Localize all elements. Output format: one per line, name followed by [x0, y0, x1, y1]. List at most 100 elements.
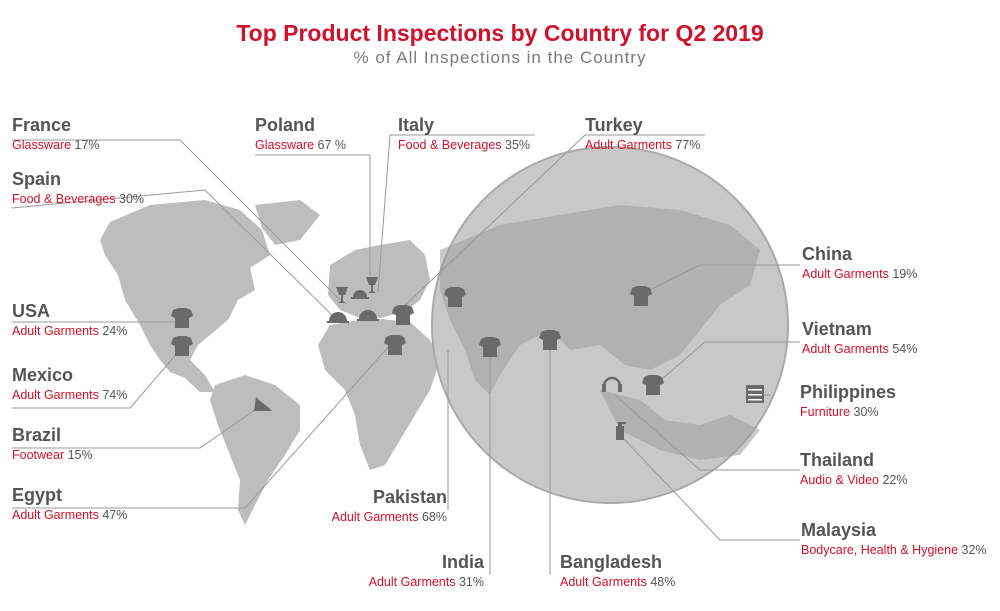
label-france: France Glassware 17% [12, 114, 100, 154]
label-thailand: Thailand Audio & Video 22% [800, 449, 908, 489]
product-category: Furniture [800, 405, 851, 419]
percent-value: 68% [421, 510, 447, 524]
percent-value: 48% [650, 575, 676, 589]
label-india: India Adult Garments 31% [362, 551, 484, 591]
wine-glass-icon [366, 277, 378, 293]
percent-value: 47% [102, 508, 128, 522]
leader-vietnam [654, 341, 800, 386]
percent-value: 17% [74, 138, 100, 152]
country-name: Pakistan [372, 487, 447, 507]
label-poland: Poland Glassware 67 % [255, 114, 346, 154]
greenland-landmass [255, 200, 320, 245]
leader-france [12, 139, 341, 301]
percent-value: 31% [458, 575, 484, 589]
leader-egypt [12, 344, 391, 509]
tshirt-icon [171, 336, 193, 356]
cloche-icon [357, 310, 379, 321]
tshirt-icon [539, 330, 561, 350]
tshirt-icon [171, 308, 193, 328]
percent-value: 15% [67, 448, 93, 462]
leader-lines [11, 134, 800, 575]
tshirt-icon [384, 335, 406, 355]
product-category: Adult Garments [12, 324, 99, 338]
country-name: China [802, 244, 853, 264]
country-name: Poland [255, 115, 316, 135]
leader-thailand [614, 394, 800, 471]
product-category: Footwear [12, 448, 65, 462]
cloche-icon [327, 312, 349, 323]
product-category: Adult Garments [331, 510, 419, 524]
leader-brazil [12, 404, 263, 449]
percent-value: 67 % [317, 138, 347, 152]
wine-glass-icon [336, 287, 348, 303]
product-category: Adult Garments [802, 267, 889, 281]
leader-italy [377, 134, 535, 293]
country-name: Brazil [12, 425, 62, 445]
label-vietnam: Vietnam Adult Garments 54% [802, 318, 917, 358]
country-name: India [441, 552, 484, 572]
country-name: Bangladesh [560, 552, 663, 572]
africa-landmass [318, 318, 440, 470]
label-turkey: Turkey Adult Garments 77% [585, 114, 700, 154]
country-name: Turkey [585, 115, 643, 135]
percent-value: 22% [882, 473, 908, 487]
country-name: Spain [12, 169, 62, 189]
product-category: Glassware [12, 138, 72, 152]
chart-subtitle: % of All Inspections in the Country [353, 48, 647, 67]
country-name: Egypt [12, 485, 63, 505]
product-category: Adult Garments [12, 388, 99, 402]
leader-poland [255, 154, 371, 275]
leader-turkey [399, 134, 705, 311]
chart-title: Top Product Inspections by Country for Q… [236, 20, 764, 46]
product-category: Adult Garments [12, 508, 99, 522]
label-philippines: Philippines Furniture 30% [800, 381, 896, 421]
asia-landmass [440, 205, 760, 395]
percent-value: 35% [505, 138, 531, 152]
label-mexico: Mexico Adult Garments 74% [12, 364, 127, 404]
country-name: Vietnam [802, 319, 872, 339]
product-category: Adult Garments [585, 138, 672, 152]
cloche-icon [351, 290, 369, 299]
label-pakistan: Pakistan Adult Garments 68% [323, 486, 447, 526]
label-china: China Adult Garments 19% [802, 243, 917, 283]
percent-value: 77% [675, 138, 701, 152]
percent-value: 19% [892, 267, 918, 281]
product-category: Food & Beverages [398, 138, 502, 152]
tshirt-icon [630, 286, 652, 306]
cabinet-icon [746, 385, 764, 403]
product-category: Adult Garments [368, 575, 456, 589]
product-category: Glassware [255, 138, 315, 152]
product-category: Bodycare, Health & Hygiene [801, 543, 959, 557]
north-america-landmass [100, 200, 270, 392]
headphones-icon [602, 376, 622, 392]
leader-malaysia [619, 434, 800, 541]
tshirt-icon [392, 305, 414, 325]
south-america-landmass [210, 375, 300, 525]
southeast-asia-islands [600, 390, 760, 460]
country-name: Mexico [12, 365, 74, 385]
label-spain: Spain Food & Beverages 30% [12, 168, 144, 208]
percent-value: 54% [892, 342, 918, 356]
product-category: Audio & Video [800, 473, 879, 487]
label-malaysia: Malaysia Bodycare, Health & Hygiene 32% [801, 519, 987, 559]
country-name: Malaysia [801, 520, 877, 540]
high-heel-icon [254, 397, 272, 411]
spray-bottle-icon [616, 422, 626, 440]
leader-mexico [12, 349, 181, 409]
tshirt-icon [444, 287, 466, 307]
label-egypt: Egypt Adult Garments 47% [12, 484, 127, 524]
product-category: Adult Garments [802, 342, 889, 356]
tshirt-icon [642, 375, 664, 395]
percent-value: 30% [853, 405, 879, 419]
product-category: Adult Garments [560, 575, 647, 589]
icon-layer [171, 277, 764, 440]
percent-value: 30% [119, 192, 145, 206]
percent-value: 24% [102, 324, 128, 338]
percent-value: 32% [961, 543, 987, 557]
label-brazil: Brazil Footwear 15% [12, 424, 93, 464]
leader-spain [11, 189, 336, 319]
tshirt-icon [479, 337, 501, 357]
country-name: Thailand [800, 450, 875, 470]
label-bangladesh: Bangladesh Adult Garments 48% [560, 551, 675, 591]
